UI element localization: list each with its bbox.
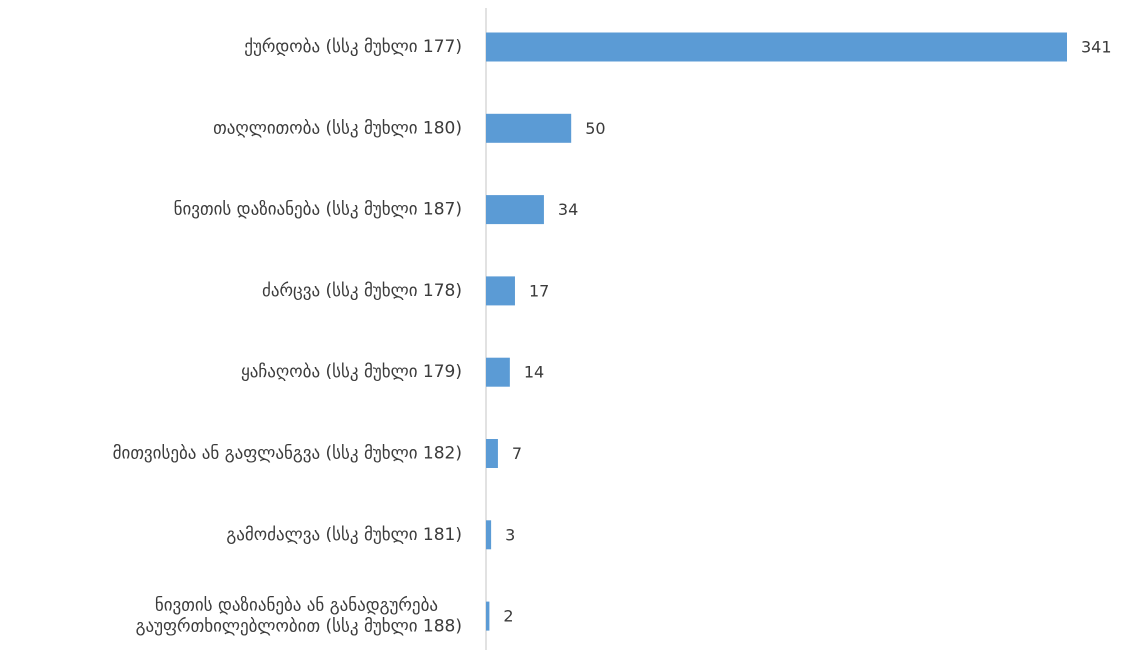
category-label-4: ძარცვა (სსკ მუხლი 178)	[262, 281, 462, 301]
data-label-5: 14	[524, 363, 544, 382]
category-label-5: ყაჩაღობა (სსკ მუხლი 179)	[241, 362, 462, 382]
data-label-4: 17	[529, 281, 549, 300]
bar-4	[486, 276, 515, 306]
bar-1	[486, 32, 1067, 62]
data-label-8: 2	[503, 607, 513, 626]
category-label-2: თაღლითობა (სსკ მუხლი 180)	[213, 118, 462, 138]
bar-5	[486, 357, 510, 387]
category-labels-group: ქურდობა (სსკ მუხლი 177) თაღლითობა (სსკ მუ…	[113, 37, 462, 637]
category-label-1: ქურდობა (სსკ მუხლი 177)	[244, 37, 462, 57]
data-label-7: 3	[505, 525, 515, 544]
bar-6	[486, 439, 498, 468]
data-labels-group: 341 50 34 17 14 7 3 2	[503, 38, 1111, 626]
bar-3	[486, 195, 544, 225]
bar-7	[486, 520, 492, 550]
bars-group	[486, 32, 1067, 631]
category-label-8-line-2: გაუფრთხილებლობით (სსკ მუხლი 188)	[136, 617, 462, 637]
bar-2	[486, 113, 572, 143]
category-label-8-line-1: ნივთის დაზიანება ან განადგურება	[155, 596, 438, 616]
bar-8	[486, 601, 490, 631]
category-label-6: მითვისება ან გაფლანგვა (სსკ მუხლი 182)	[113, 444, 462, 464]
data-label-1: 341	[1081, 38, 1112, 57]
category-label-7: გამოძალვა (სსკ მუხლი 181)	[226, 525, 462, 545]
data-label-6: 7	[512, 444, 522, 463]
data-label-3: 34	[558, 200, 578, 219]
category-label-3: ნივთის დაზიანება (სსკ მუხლი 187)	[174, 200, 462, 220]
data-label-2: 50	[585, 119, 605, 138]
